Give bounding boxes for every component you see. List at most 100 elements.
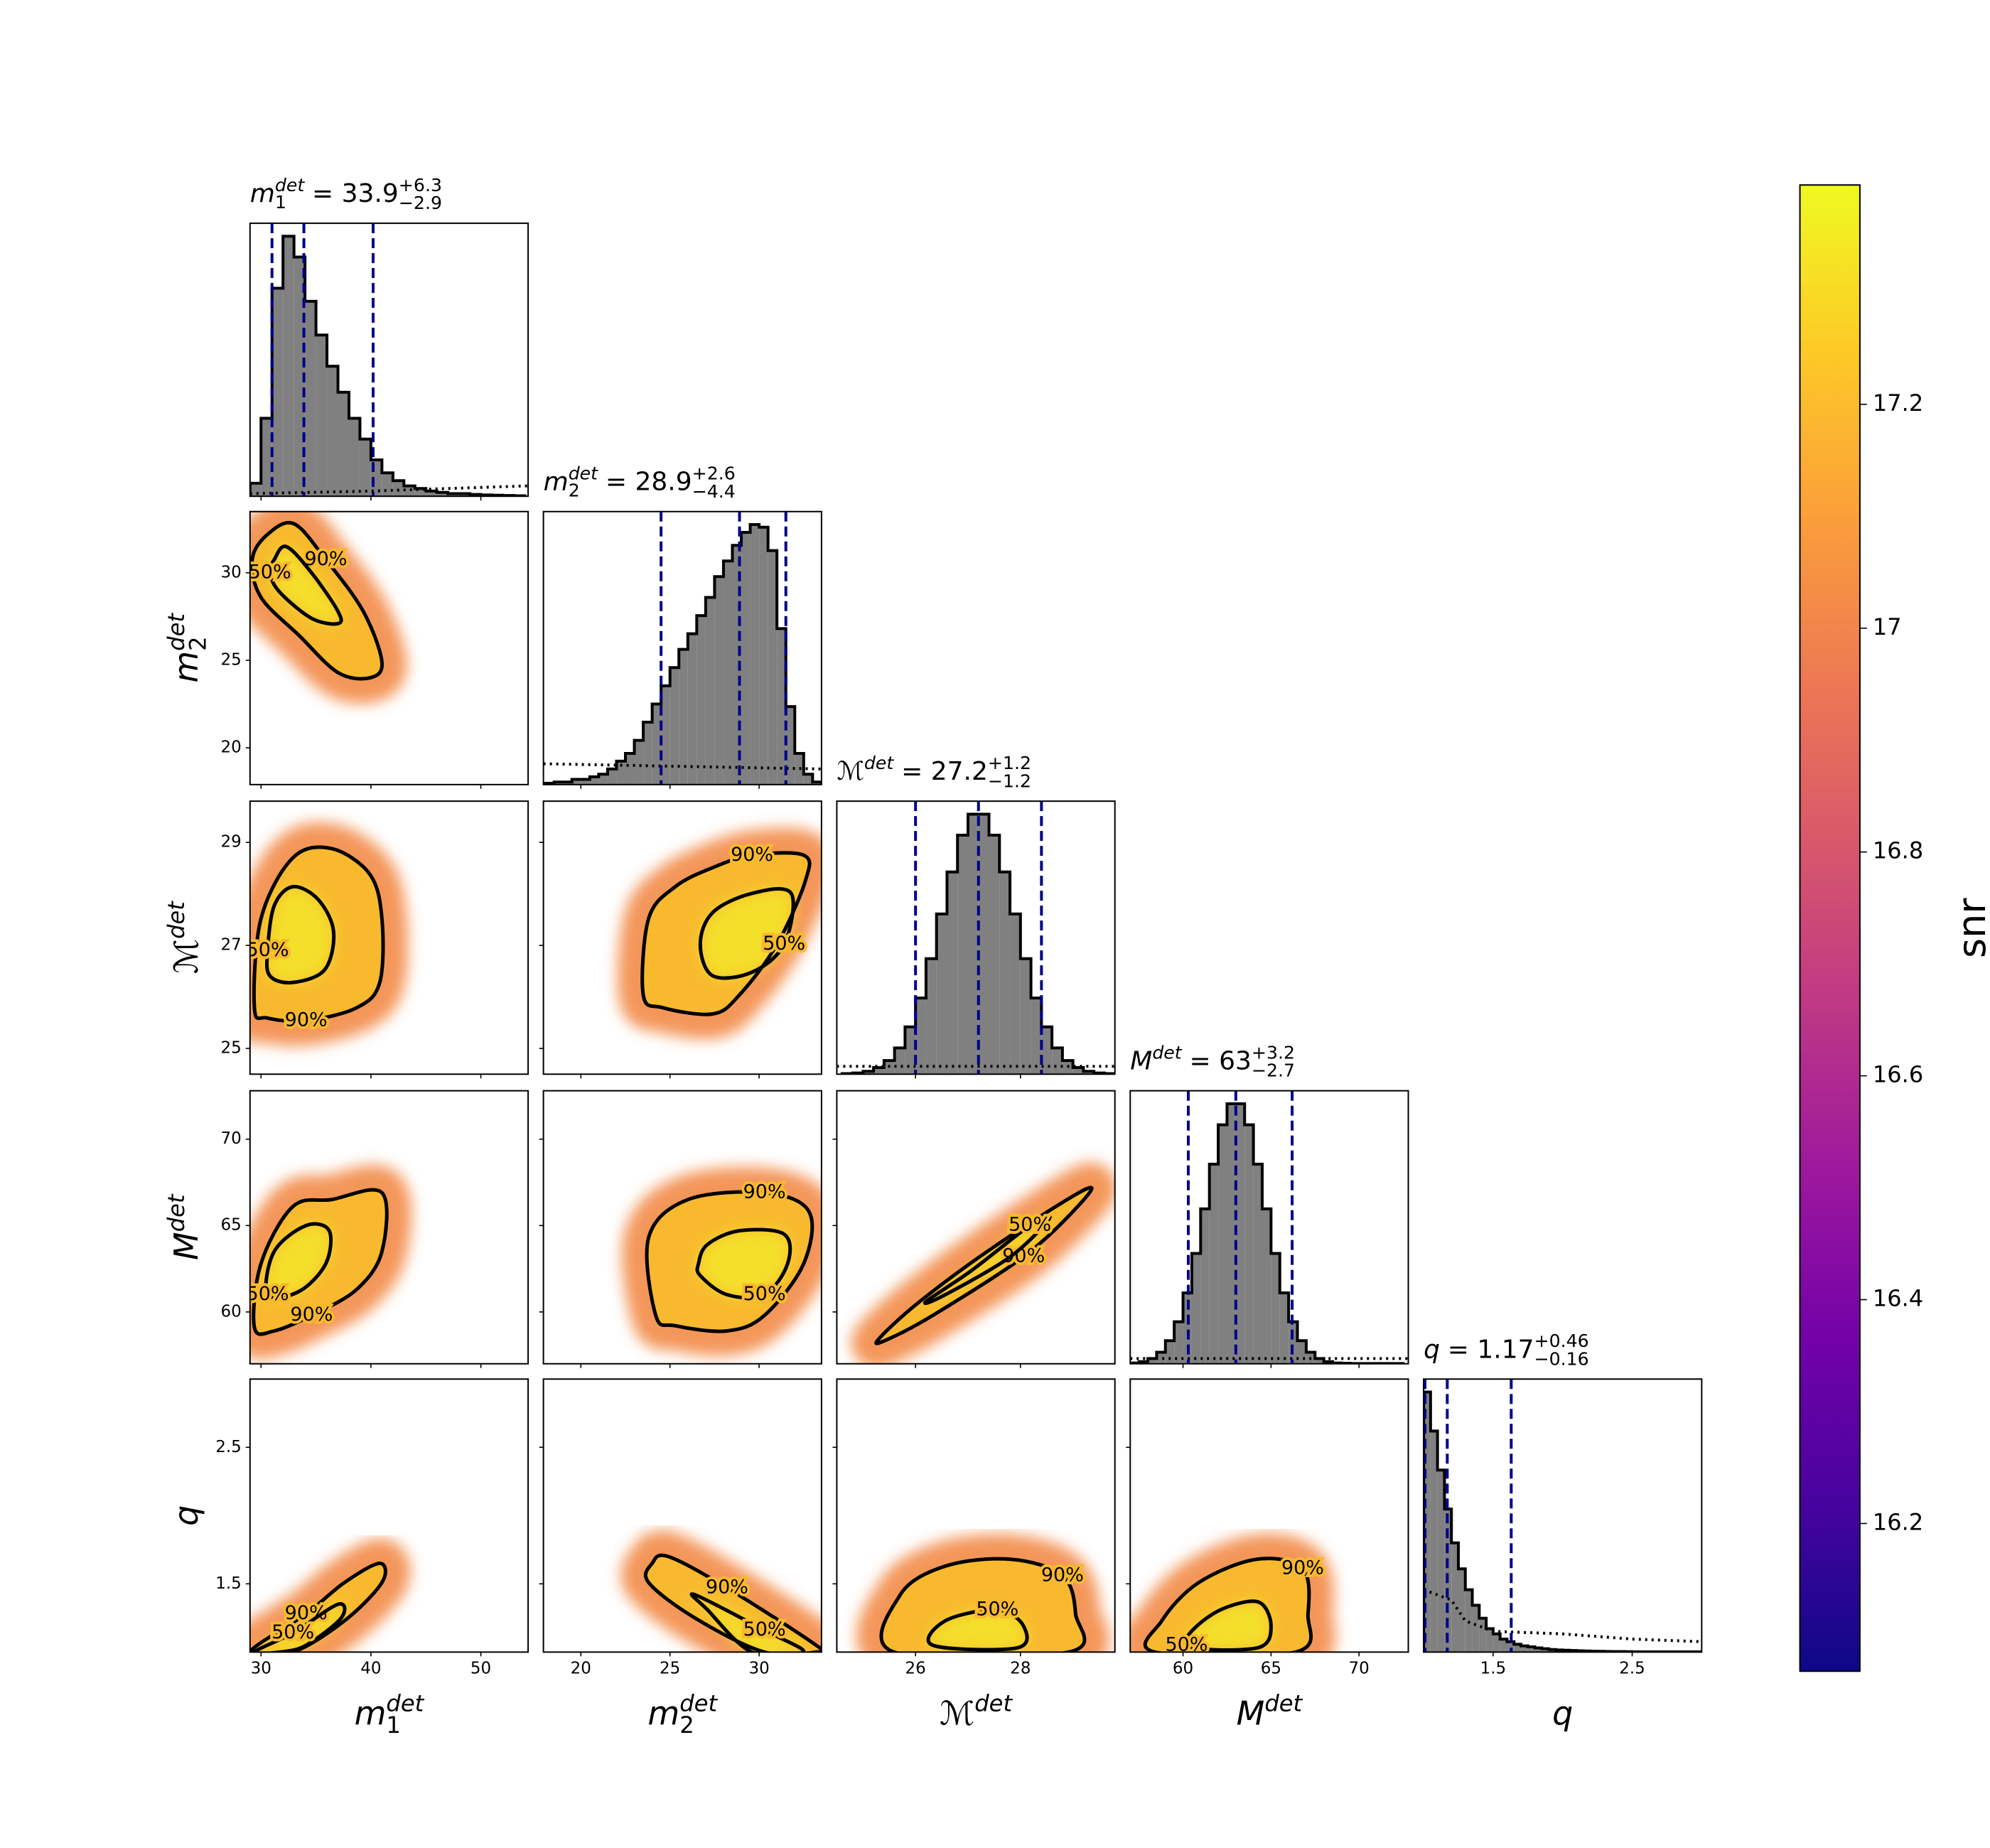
hist-bar (968, 814, 979, 1075)
panel: 90% 50% 20 25 30 (539, 1378, 822, 1677)
colorbar-tick-label: 17 (1873, 613, 1902, 640)
y-tick-label: 29 (221, 833, 242, 852)
panel: ℳdet = 27.2+1.2 −1.2 (836, 753, 1116, 1079)
hist-bar (925, 958, 937, 1075)
x-axis-label: mdet 1 (355, 1689, 425, 1739)
y-axis-label: ℳdet (163, 901, 205, 974)
hist-bar (1479, 1618, 1487, 1653)
y-tick-label: 20 (221, 738, 242, 757)
panel-plot: 90%50% (851, 1162, 1115, 1364)
lower-error: −2.9 (399, 193, 442, 213)
hist-bar (598, 774, 608, 785)
panel-plot: 90%50% (249, 822, 409, 1046)
contour-label: 90% (1281, 1557, 1324, 1579)
contour-label: 90% (731, 844, 773, 866)
upper-error: +0.46 (1534, 1331, 1589, 1351)
hist-bar (283, 236, 294, 497)
hist-bar (714, 576, 724, 785)
y-tick-label: 25 (221, 651, 242, 670)
hist-bar (305, 301, 316, 497)
superscript: det (864, 753, 894, 773)
contour-label: 90% (290, 1304, 333, 1326)
contour-line (264, 884, 336, 985)
scatter-core-dense (696, 1229, 790, 1298)
hist-bar (1458, 1569, 1465, 1653)
hist-bar (661, 685, 670, 785)
contour-line (879, 1557, 1087, 1653)
hist-bar (1271, 1253, 1280, 1364)
contour-label: 50% (743, 1283, 786, 1305)
subscript: 2 (185, 636, 212, 650)
colorbar (1799, 184, 1861, 1672)
panel-frame (1129, 1378, 1409, 1653)
x-tick-label: 1.5 (1480, 1659, 1507, 1677)
hist-bar (1235, 1103, 1245, 1364)
hist-bar (404, 485, 415, 497)
contour-line (644, 1553, 822, 1653)
title-value: = 1.17 (1448, 1335, 1534, 1364)
contour-label: 90% (706, 1576, 748, 1599)
panel-frame (836, 1090, 1116, 1365)
x-tick-label: 70 (1349, 1659, 1370, 1677)
panel: 90% 50% (539, 800, 822, 1079)
hist-bar (989, 835, 1000, 1075)
contour-line (1143, 1557, 1313, 1653)
hist-bar (392, 480, 404, 497)
hist-bar (768, 550, 778, 785)
contour-label: 50% (249, 561, 291, 583)
prior-line (1424, 1588, 1702, 1643)
panel-frame (542, 1378, 822, 1653)
hist-bar (1424, 1392, 1431, 1653)
hist-bar (327, 366, 338, 497)
hist-bar (1430, 1431, 1438, 1653)
panel: 90% 50% (539, 1090, 822, 1368)
y-tick-label: 1.5 (215, 1574, 242, 1593)
superscript: det (386, 1689, 424, 1717)
panel-plot: 90%50% (622, 1166, 822, 1357)
hist-bar (1315, 1358, 1324, 1364)
x-tick-label: 50 (470, 1659, 491, 1677)
hist-bar (1191, 1253, 1201, 1364)
hist-bar (261, 418, 272, 497)
scatter-core (645, 1555, 822, 1653)
panel-frame (249, 1378, 529, 1653)
hist-bar (1072, 1068, 1084, 1075)
x-tick-label: 65 (1261, 1659, 1281, 1677)
panel-plot (837, 801, 1115, 1075)
panel: 90% 50% 20 25 30 (221, 510, 529, 789)
hist-bar (360, 439, 371, 497)
symbol: q (1424, 1335, 1440, 1364)
symbol: M (1237, 1694, 1265, 1733)
symbol: ℳ (167, 939, 205, 974)
hist-bar (571, 779, 581, 785)
hist-bar (1542, 1648, 1549, 1653)
contour-line (1183, 1599, 1273, 1652)
hist-bar (1218, 1124, 1227, 1364)
hist-bar (905, 1026, 916, 1075)
panel: mdet 2 = 28.9+2.6 −4.4 (542, 463, 822, 789)
hist-bar (1209, 1164, 1219, 1364)
x-tick-label: 25 (660, 1659, 680, 1677)
x-axis-label-text: mdet 1 (355, 1689, 425, 1739)
hist-bar (696, 616, 706, 785)
hist-bar (936, 913, 947, 1075)
panel-plot (543, 511, 822, 785)
hist-bar (1083, 1071, 1094, 1075)
hist-bar (652, 704, 662, 785)
hist-bar (1253, 1164, 1262, 1364)
contour-line (695, 1227, 792, 1300)
scatter-core-dense (254, 1603, 345, 1653)
hist-bar (1156, 1352, 1166, 1364)
hist-bar (894, 1048, 905, 1075)
superscript: det (974, 1689, 1013, 1717)
upper-error: +3.2 (1252, 1042, 1295, 1063)
hist-bar (741, 532, 751, 785)
x-axis-label-text: mdet 2 (647, 1689, 718, 1739)
x-tick-label: 40 (360, 1659, 381, 1677)
lower-error: −2.7 (1252, 1060, 1295, 1081)
panel-title-text: ℳdet = 27.2+1.2 −1.2 (837, 753, 1031, 791)
hist-bar (436, 492, 448, 497)
colorbar-tick-label: 16.8 (1873, 837, 1923, 864)
